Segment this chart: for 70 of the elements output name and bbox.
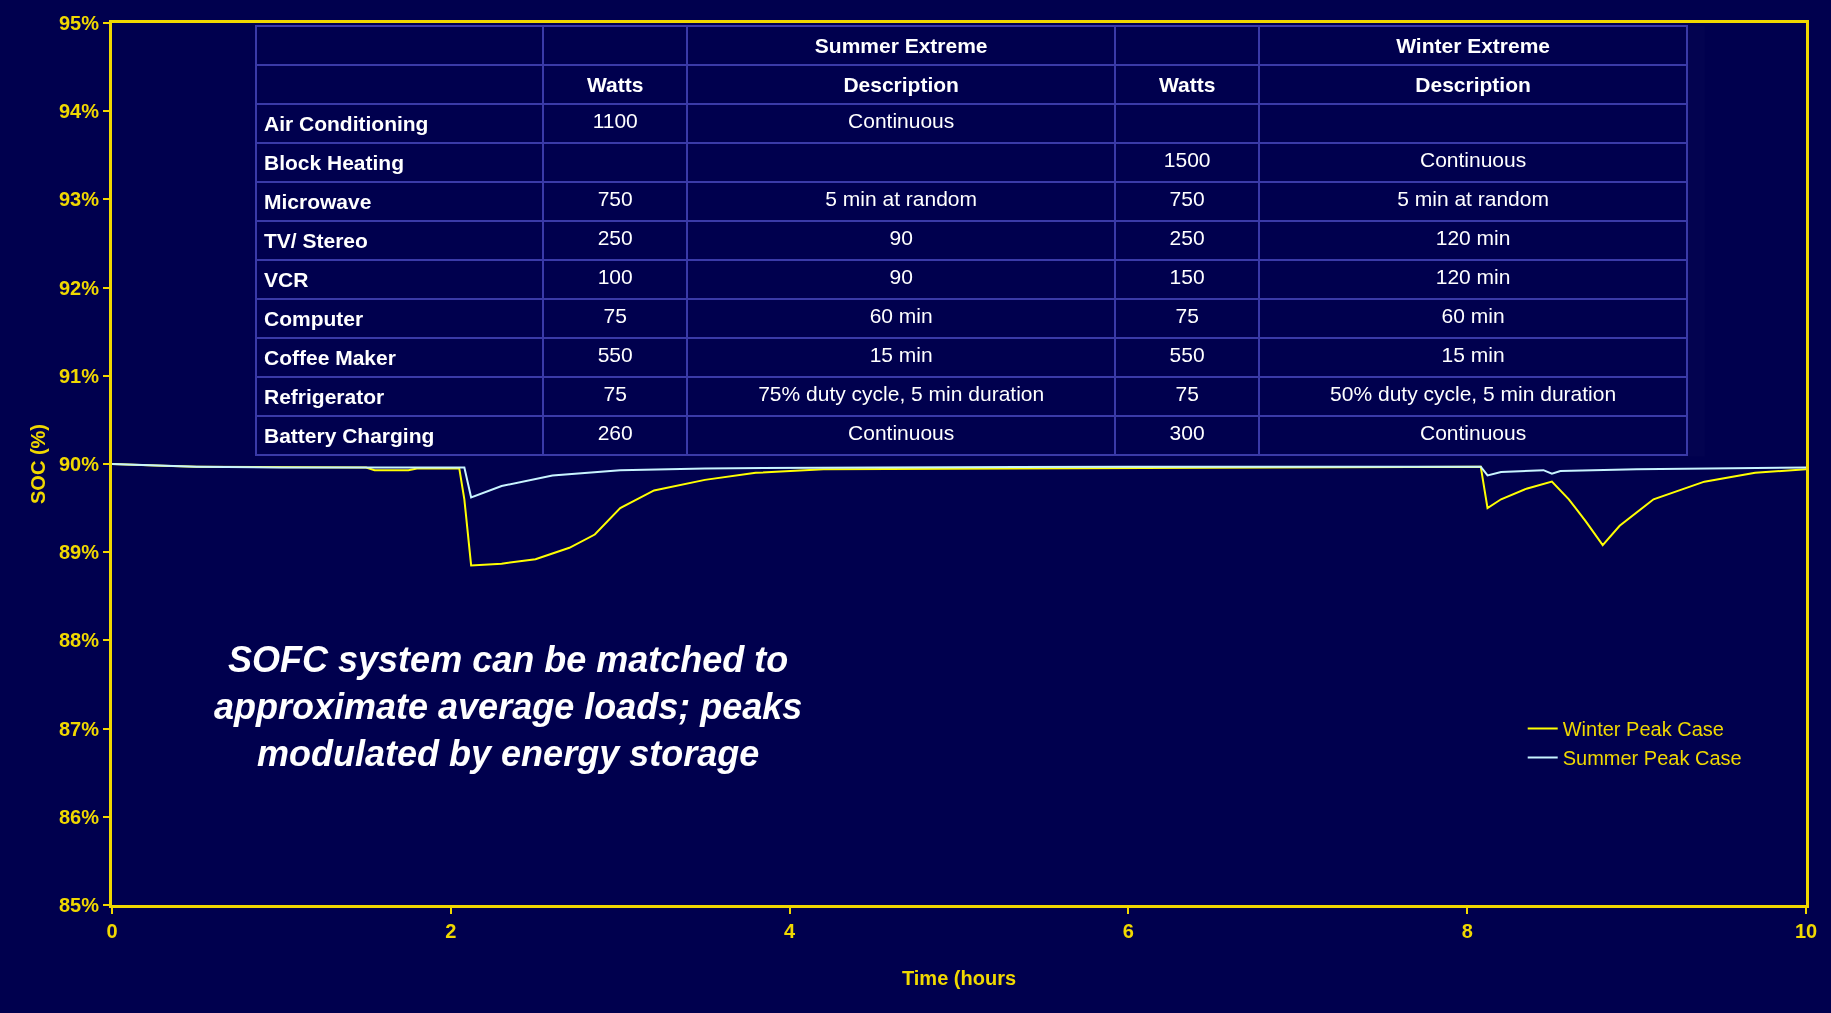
text: 75	[603, 303, 627, 327]
text: 550	[1169, 342, 1205, 366]
text: Air Conditioning	[263, 111, 429, 135]
text: Refrigerator	[263, 384, 385, 408]
text: 260	[597, 420, 633, 444]
text: Continuous	[848, 420, 955, 444]
text: 75% duty cycle, 5 min duration	[758, 381, 1045, 405]
x-tick-label: 6	[1122, 920, 1134, 942]
x-tick-label: 8	[1461, 920, 1473, 942]
text: 100	[597, 264, 633, 288]
text: Watts	[587, 72, 644, 96]
y-tick-label: 94%	[58, 100, 100, 123]
text: 50% duty cycle, 5 min duration	[1330, 381, 1617, 405]
y-tick-label: 90%	[58, 453, 100, 475]
x-tick-label: 2	[445, 920, 457, 942]
text: 750	[1169, 186, 1205, 210]
text: 90	[889, 225, 913, 249]
y-tick-label: 93%	[58, 188, 100, 211]
text: TV/ Stereo	[263, 228, 368, 252]
text: Block Heating	[263, 150, 405, 174]
legend-label: Winter Peak Case	[1562, 718, 1724, 741]
y-tick-label: 92%	[58, 276, 100, 299]
y-tick-label: 88%	[58, 629, 100, 652]
text: 120 min	[1435, 264, 1511, 288]
text: 60 min	[869, 303, 933, 327]
y-tick-label: 86%	[58, 805, 100, 828]
text: 1100	[592, 108, 638, 132]
text: 60 min	[1441, 303, 1505, 327]
x-tick-label: 0	[106, 920, 118, 942]
text: 15 min	[1441, 342, 1505, 366]
text: 90	[889, 264, 913, 288]
text: VCR	[263, 267, 309, 291]
y-axis-title: SOC (%)	[27, 424, 50, 504]
x-tick-label: 10	[1794, 920, 1818, 942]
x-tick-label: 4	[784, 920, 797, 942]
text: Computer	[263, 306, 364, 330]
text: 750	[597, 186, 633, 210]
text: 250	[1169, 225, 1205, 249]
text: 120 min	[1435, 225, 1511, 249]
text: Winter Extreme	[1396, 33, 1551, 57]
text: 75	[1175, 303, 1199, 327]
x-axis-title: Time (hours	[901, 966, 1017, 989]
y-tick-label: 87%	[58, 717, 100, 740]
legend-label: Summer Peak Case	[1562, 747, 1742, 770]
text: Continuous	[1419, 147, 1527, 171]
text: Continuous	[1419, 420, 1527, 444]
text: 150	[1169, 264, 1205, 288]
text: 15 min	[869, 342, 933, 366]
y-tick-label: 91%	[58, 364, 100, 387]
text: Description	[1415, 72, 1531, 96]
text: 75	[603, 381, 627, 405]
text: Summer Extreme	[814, 33, 988, 57]
annotation: SOFC system can be matched to approximate average loads; peaks modulated by energy storage	[214, 639, 803, 774]
y-tick-label: 89%	[58, 541, 100, 564]
text: 5 min at random	[1397, 186, 1549, 210]
text: 5 min at random	[825, 186, 978, 210]
y-tick-label: 85%	[58, 894, 100, 916]
text: Watts	[1158, 72, 1216, 96]
text: 550	[597, 342, 633, 366]
text: 250	[597, 225, 633, 249]
text: Description	[843, 72, 959, 96]
text: Microwave	[263, 189, 372, 213]
text: Battery Charging	[263, 423, 435, 447]
text: 300	[1169, 420, 1205, 444]
text: Coffee Maker	[263, 345, 396, 369]
y-tick-label: 95%	[58, 12, 100, 34]
text: 1500	[1163, 147, 1211, 171]
text: Continuous	[848, 108, 955, 132]
text: 75	[1175, 381, 1199, 405]
line-series	[112, 463, 1806, 499]
